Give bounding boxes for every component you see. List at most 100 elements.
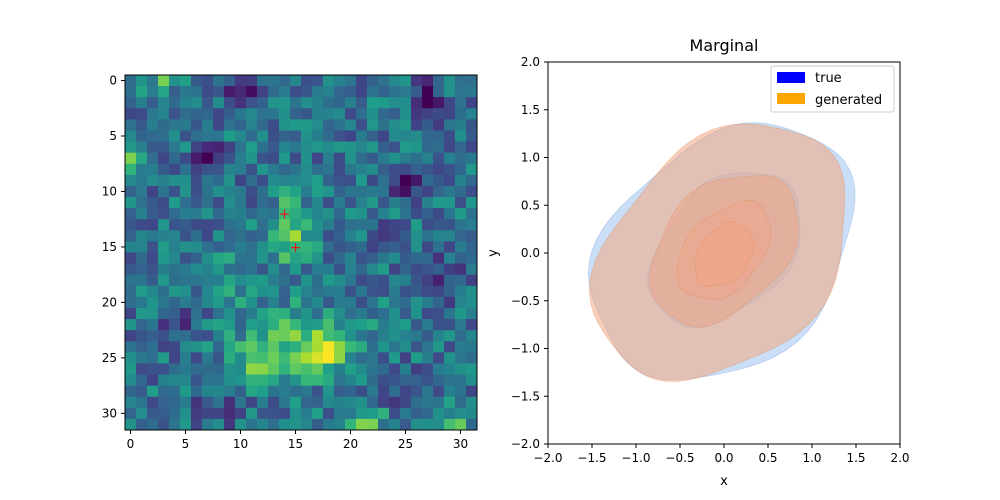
heatmap-y-tick-label: 10: [102, 184, 117, 198]
heatmap-cell: [191, 296, 203, 309]
heatmap-cell: [433, 97, 445, 109]
heatmap-cell: [301, 163, 313, 176]
heatmap-cell: [400, 230, 412, 242]
heatmap-cell: [257, 197, 269, 209]
heatmap-cell: [433, 174, 445, 187]
heatmap-cell: [378, 330, 390, 342]
heatmap-cell: [136, 341, 148, 353]
heatmap-cell: [367, 75, 379, 87]
heatmap-cell: [466, 108, 478, 120]
heatmap-cell: [466, 385, 478, 398]
heatmap-cell: [279, 219, 291, 231]
heatmap-cell: [400, 163, 412, 176]
heatmap-cell: [422, 163, 434, 176]
marginal-y-tick-label: 2.0: [521, 55, 540, 69]
heatmap-cell: [235, 163, 247, 176]
heatmap-cell: [158, 330, 170, 342]
heatmap-cell: [125, 418, 137, 431]
heatmap-cell: [334, 407, 346, 420]
heatmap-cell: [367, 119, 379, 131]
heatmap-cell: [367, 341, 379, 353]
heatmap-cell: [136, 230, 148, 242]
heatmap-cell: [279, 141, 291, 154]
heatmap-cell: [389, 174, 401, 187]
heatmap-cells: [125, 75, 478, 431]
heatmap-cell: [235, 307, 247, 320]
heatmap-cell: [444, 174, 456, 187]
heatmap-cell: [191, 97, 203, 109]
heatmap-cell: [136, 97, 148, 109]
heatmap-cell: [136, 141, 148, 154]
heatmap-cell: [301, 252, 313, 264]
heatmap-cell: [268, 307, 280, 320]
heatmap-cell: [202, 374, 214, 387]
heatmap-cell: [125, 230, 137, 242]
heatmap-cell: [433, 163, 445, 176]
heatmap-cell: [444, 230, 456, 242]
heatmap-cell: [367, 163, 379, 176]
heatmap-cell: [158, 208, 170, 220]
heatmap-cell: [257, 185, 269, 198]
heatmap-cell: [125, 319, 137, 331]
heatmap-cell: [356, 197, 368, 209]
heatmap-cell: [389, 374, 401, 387]
heatmap-cell: [246, 396, 258, 409]
heatmap-cell: [257, 352, 269, 364]
heatmap-cell: [213, 374, 225, 387]
heatmap-cell: [455, 363, 467, 375]
heatmap-cell: [136, 285, 148, 298]
heatmap-cell: [378, 418, 390, 431]
heatmap-cell: [301, 307, 313, 320]
heatmap-cell: [224, 285, 236, 298]
heatmap-cell: [125, 352, 137, 364]
heatmap-cell: [444, 363, 456, 375]
heatmap-cell: [169, 319, 181, 331]
heatmap-cell: [279, 363, 291, 375]
heatmap-cell: [169, 163, 181, 176]
heatmap-cell: [224, 152, 236, 165]
heatmap-cell: [180, 319, 192, 331]
heatmap-cell: [422, 363, 434, 375]
heatmap-cell: [125, 396, 137, 409]
heatmap-cell: [213, 363, 225, 375]
heatmap-cell: [202, 396, 214, 409]
heatmap-cell: [312, 319, 324, 331]
heatmap-cell: [136, 263, 148, 276]
heatmap-cell: [433, 407, 445, 420]
heatmap-cell: [213, 319, 225, 331]
marginal-y-tick-label: −1.0: [511, 342, 540, 356]
heatmap-cell: [136, 208, 148, 220]
kde-contour-generated-level-1: [649, 175, 799, 328]
heatmap-cell: [180, 97, 192, 109]
heatmap-cell: [191, 285, 203, 298]
heatmap-cell: [422, 418, 434, 431]
heatmap-cell: [158, 219, 170, 231]
heatmap-cell: [257, 208, 269, 220]
heatmap-cell: [312, 352, 324, 364]
heatmap-cell: [367, 230, 379, 242]
heatmap-cell: [191, 385, 203, 398]
heatmap-cell: [367, 307, 379, 320]
heatmap-cell: [246, 385, 258, 398]
heatmap-cell: [301, 97, 313, 109]
heatmap-cell: [257, 86, 269, 98]
heatmap-cell: [466, 197, 478, 209]
heatmap-cell: [378, 341, 390, 353]
heatmap-cell: [180, 197, 192, 209]
marginal-y-tick-label: 0.5: [521, 198, 540, 212]
heatmap-y-ticks: 0 5 10 15 20 25 30: [102, 74, 125, 420]
kde-contour-generated-level-2: [676, 199, 772, 300]
heatmap-cell: [356, 152, 368, 165]
y-axis-label: y: [486, 249, 501, 257]
heatmap-cell: [147, 75, 159, 87]
heatmap-cell: [411, 197, 423, 209]
heatmap-cell: [466, 163, 478, 176]
heatmap-cell: [213, 407, 225, 420]
heatmap-cell: [411, 263, 423, 276]
heatmap-cell: [235, 363, 247, 375]
heatmap-cell: [433, 319, 445, 331]
marginal-x-tick-label: −2.0: [533, 451, 562, 465]
heatmap-cell: [444, 263, 456, 276]
heatmap-cell: [235, 185, 247, 198]
heatmap-cell: [235, 174, 247, 187]
